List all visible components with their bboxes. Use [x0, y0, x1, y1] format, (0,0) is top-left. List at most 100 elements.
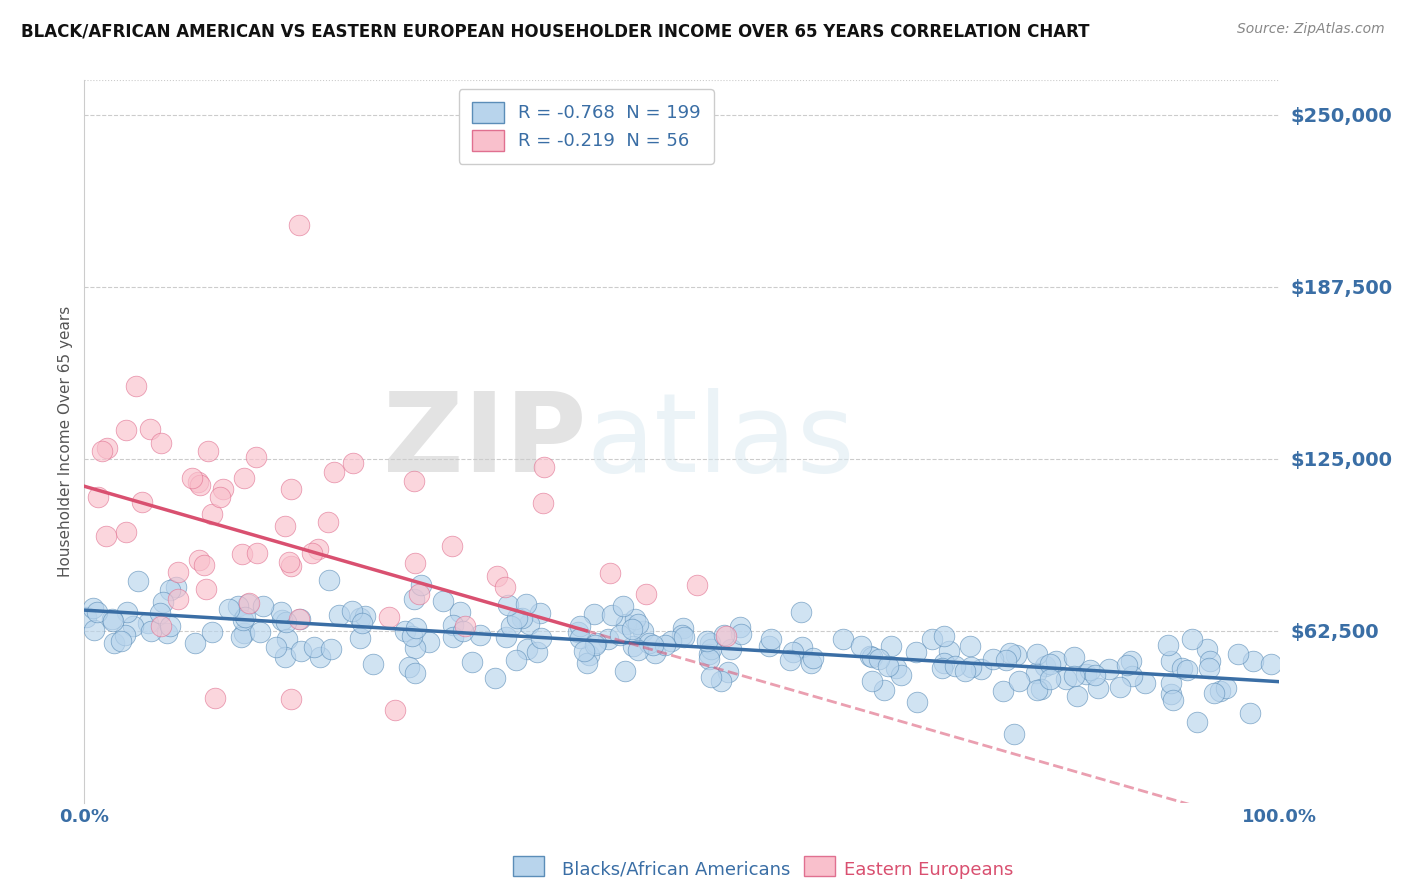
Point [1097, 662, 1119, 676]
Point [578, 648, 600, 663]
Point [103, 636, 125, 650]
Point [1029, 682, 1052, 697]
Point [276, 632, 298, 646]
Point [1078, 663, 1101, 677]
Point [970, 662, 993, 676]
Point [1121, 669, 1143, 683]
Point [1025, 665, 1047, 680]
Point [585, 636, 607, 650]
Point [627, 617, 650, 632]
Point [233, 609, 256, 624]
Point [1215, 681, 1237, 695]
Point [1226, 647, 1249, 661]
Point [685, 578, 707, 592]
Point [1187, 714, 1209, 729]
Point [398, 660, 420, 674]
Point [82, 600, 104, 615]
Point [1025, 647, 1047, 661]
Point [274, 519, 297, 533]
Point [232, 471, 254, 485]
Point [1039, 657, 1062, 672]
Text: BLACK/AFRICAN AMERICAN VS EASTERN EUROPEAN HOUSEHOLDER INCOME OVER 65 YEARS CORR: BLACK/AFRICAN AMERICAN VS EASTERN EUROPE… [21, 22, 1090, 40]
Point [290, 644, 312, 658]
Point [1195, 641, 1218, 656]
Point [720, 641, 742, 656]
Point [851, 639, 873, 653]
Point [208, 490, 231, 504]
Point [519, 616, 541, 631]
Point [232, 613, 254, 627]
Point [124, 379, 146, 393]
Point [212, 483, 235, 497]
Point [1209, 684, 1232, 698]
Point [304, 640, 326, 655]
Point [1161, 692, 1184, 706]
Point [188, 478, 211, 492]
Point [183, 636, 205, 650]
Point [1181, 632, 1204, 646]
Point [231, 547, 253, 561]
Point [1198, 661, 1220, 675]
Point [193, 558, 215, 573]
Point [713, 628, 735, 642]
Point [1133, 676, 1156, 690]
Point [218, 602, 240, 616]
Point [340, 604, 363, 618]
Point [800, 656, 823, 670]
Point [873, 683, 896, 698]
Point [87, 491, 110, 505]
Point [533, 459, 555, 474]
Point [440, 539, 463, 553]
Point [569, 618, 592, 632]
Point [627, 643, 650, 657]
Point [1175, 663, 1198, 677]
Point [271, 613, 294, 627]
Point [449, 606, 471, 620]
Point [352, 616, 374, 631]
Point [323, 465, 346, 479]
Point [981, 651, 1004, 665]
Point [700, 642, 723, 657]
Point [995, 653, 1018, 667]
Point [659, 633, 682, 648]
Point [101, 612, 124, 626]
Point [277, 555, 299, 569]
Point [349, 610, 371, 624]
Point [1199, 655, 1222, 669]
Point [461, 655, 484, 669]
Point [131, 494, 153, 508]
Point [288, 612, 311, 626]
Point [496, 598, 519, 612]
Point [245, 450, 267, 465]
Point [831, 632, 853, 646]
Point [167, 565, 190, 579]
Point [510, 611, 533, 625]
Point [609, 628, 631, 642]
Point [633, 624, 655, 639]
Point [301, 546, 323, 560]
Point [114, 628, 136, 642]
Point [1084, 668, 1107, 682]
Point [1241, 654, 1264, 668]
Point [280, 482, 302, 496]
Point [673, 631, 696, 645]
Point [136, 615, 159, 630]
Point [880, 639, 903, 653]
Point [328, 607, 350, 622]
Point [127, 574, 149, 589]
Point [149, 619, 172, 633]
Point [1116, 657, 1139, 672]
Point [139, 421, 162, 435]
Point [624, 612, 647, 626]
Point [654, 638, 676, 652]
Point [761, 632, 783, 647]
Point [717, 665, 740, 679]
Point [110, 633, 132, 648]
Point [716, 629, 738, 643]
Point [505, 610, 527, 624]
Point [1087, 681, 1109, 696]
Point [156, 626, 179, 640]
Legend: R = -0.768  N = 199, R = -0.219  N = 56: R = -0.768 N = 199, R = -0.219 N = 56 [458, 89, 714, 163]
Point [249, 624, 271, 639]
Point [404, 666, 426, 681]
